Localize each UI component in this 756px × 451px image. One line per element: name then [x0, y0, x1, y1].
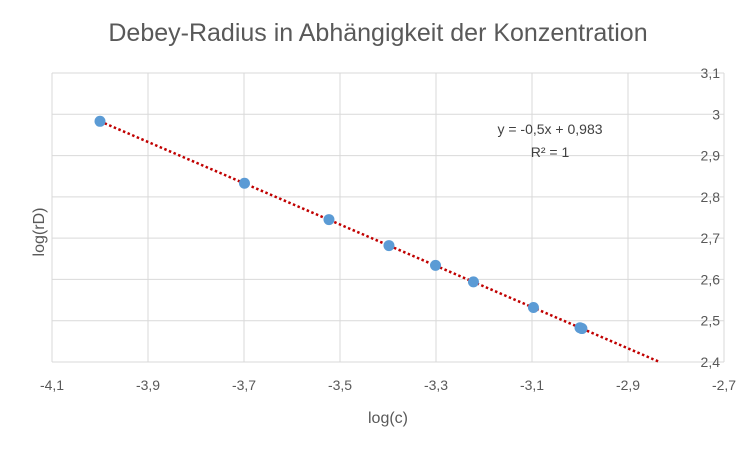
x-tick-label: -2,7 — [712, 377, 736, 393]
data-point — [383, 240, 395, 252]
data-point — [238, 177, 250, 189]
y-tick-label: 2,5 — [701, 313, 721, 329]
y-axis-label: log(rD) — [31, 208, 48, 257]
data-point — [527, 302, 539, 314]
x-tick-labels: -4,1 -3,9 -3,7 -3,5 -3,3 -3,1 -2,9 -2,7 — [40, 377, 736, 393]
data-point — [323, 214, 335, 226]
x-tick-label: -3,3 — [424, 377, 448, 393]
x-tick-label: -2,9 — [616, 377, 640, 393]
x-tick-label: -3,9 — [136, 377, 160, 393]
y-tick-label: 2,7 — [701, 230, 721, 246]
data-points — [94, 115, 588, 335]
trendline-equation: y = -0,5x + 0,983 — [497, 121, 602, 137]
y-tick-labels: 2,4 2,5 2,6 2,7 2,8 2,9 3 3,1 — [701, 65, 721, 370]
trendline — [99, 120, 661, 364]
data-point — [94, 115, 106, 127]
trendline-group — [99, 120, 661, 364]
y-tick-label: 2,4 — [701, 354, 721, 370]
y-tick-label: 3,1 — [701, 65, 721, 81]
data-point — [576, 323, 588, 335]
chart-title: Debey-Radius in Abhängigkeit der Konzent… — [108, 19, 647, 47]
x-tick-label: -3,5 — [328, 377, 352, 393]
y-tick-label: 3 — [712, 106, 720, 122]
data-point — [430, 259, 442, 271]
y-tick-label: 2,8 — [701, 189, 721, 205]
data-point — [467, 276, 479, 288]
x-tick-label: -3,1 — [520, 377, 544, 393]
x-tick-label: -4,1 — [40, 377, 64, 393]
trendline-r-squared: R² = 1 — [531, 144, 570, 160]
y-tick-label: 2,9 — [701, 148, 721, 164]
x-axis-label: log(c) — [368, 410, 408, 427]
grid — [51, 72, 725, 363]
y-tick-label: 2,6 — [701, 271, 721, 287]
x-tick-label: -3,7 — [232, 377, 256, 393]
